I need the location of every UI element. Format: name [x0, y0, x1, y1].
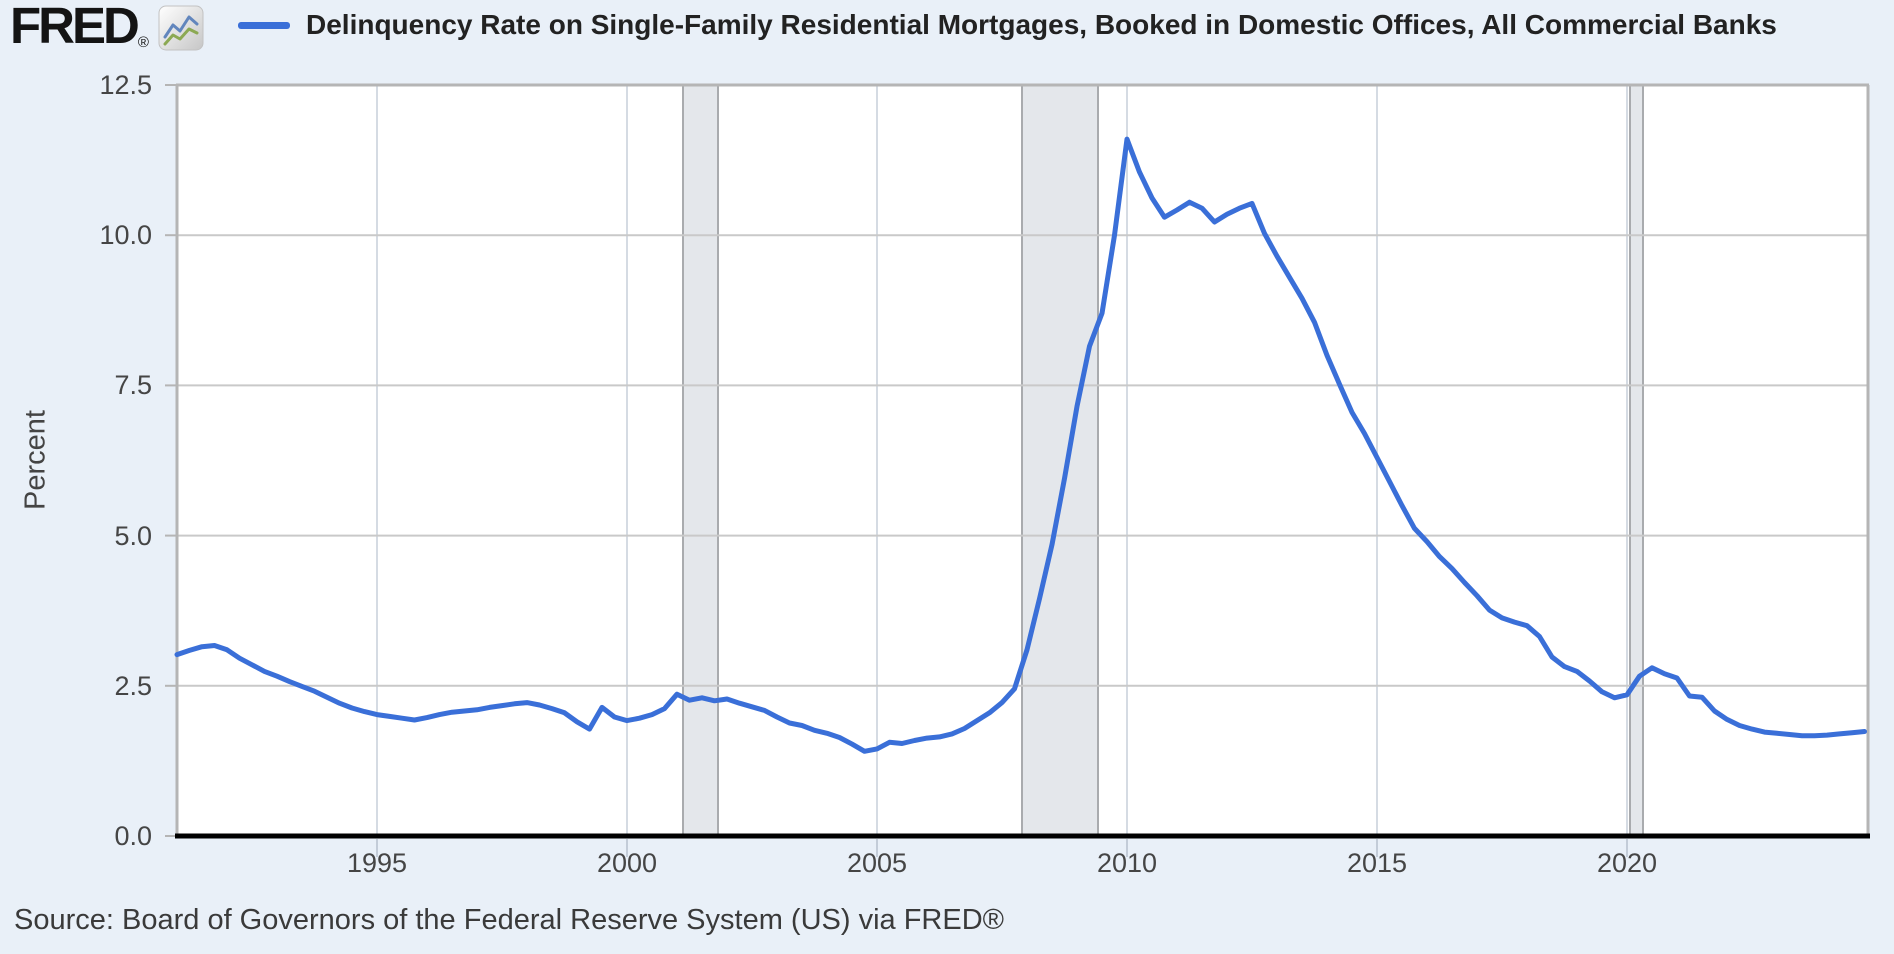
recession-band	[683, 85, 718, 836]
y-tick-label: 0.0	[114, 821, 152, 851]
y-tick-label: 12.5	[99, 70, 152, 100]
y-tick-label: 10.0	[99, 220, 152, 251]
registered-mark: ®	[137, 34, 149, 51]
x-tick-label: 1995	[346, 848, 408, 878]
x-tick-label: 2020	[1596, 848, 1658, 878]
data-line[interactable]	[174, 136, 1867, 754]
recession-band	[1022, 85, 1098, 836]
fred-wordmark: FRED	[10, 0, 140, 54]
legend-series-label[interactable]: Delinquency Rate on Single-Family Reside…	[306, 9, 1777, 40]
y-tick-label: 7.5	[114, 370, 152, 401]
x-tick-label: 2000	[596, 848, 658, 878]
recession-band	[1630, 85, 1643, 836]
y-tick-label: 5.0	[114, 520, 152, 551]
x-tick-label: 2005	[846, 848, 908, 878]
fred-chart-icon	[158, 5, 204, 51]
source-note: Source: Board of Governors of the Federa…	[14, 904, 1005, 936]
legend-line-swatch	[238, 21, 290, 29]
y-tick-label: 2.5	[114, 670, 152, 701]
x-tick-label: 2010	[1096, 848, 1158, 878]
chart-legend: Delinquency Rate on Single-Family Reside…	[238, 6, 1777, 44]
fred-logo[interactable]: FRED ®	[10, 0, 204, 54]
x-tick-label: 2015	[1346, 848, 1408, 878]
